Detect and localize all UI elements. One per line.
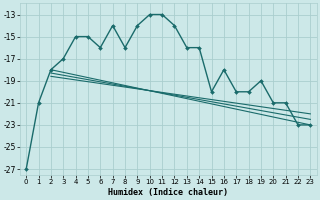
- X-axis label: Humidex (Indice chaleur): Humidex (Indice chaleur): [108, 188, 228, 197]
